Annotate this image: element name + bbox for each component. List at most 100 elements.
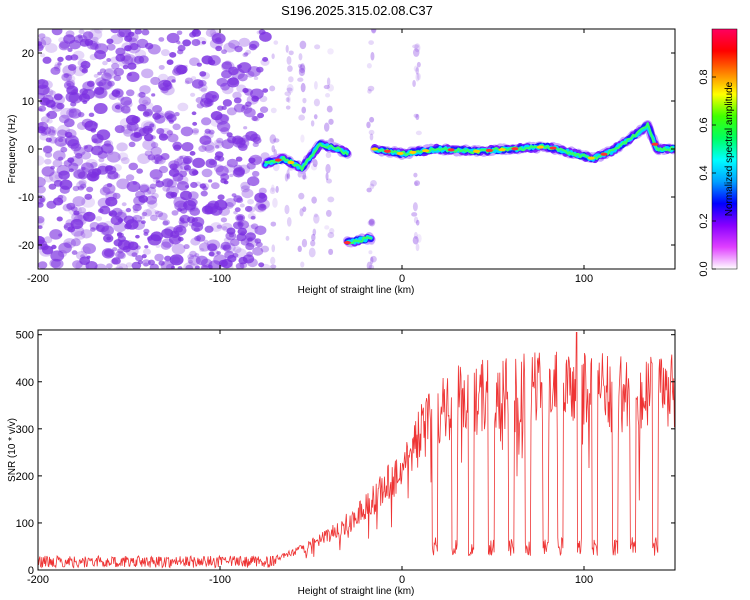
y-tick-label: 200 — [16, 471, 34, 483]
noise-blob — [106, 175, 112, 180]
noise-blob — [177, 49, 184, 55]
noise-blob — [125, 114, 139, 126]
noise-blob — [180, 208, 188, 214]
noise-blob — [245, 101, 252, 107]
noise-blob — [195, 265, 200, 269]
noise-blob — [239, 203, 245, 208]
noise-blob — [146, 186, 157, 195]
noise-blob — [38, 235, 45, 245]
noise-blob — [158, 64, 165, 70]
noise-blob — [204, 128, 211, 134]
noise-blob — [240, 185, 250, 193]
noise-streak — [415, 130, 422, 136]
noise-blob — [144, 108, 154, 116]
noise-streak — [415, 66, 419, 75]
noise-blob — [106, 263, 113, 269]
noise-blob — [68, 107, 77, 114]
colorbar-gradient — [712, 29, 737, 269]
noise-blob — [65, 91, 80, 103]
noise-streak — [329, 227, 335, 234]
noise-blob — [160, 49, 170, 57]
noise-blob — [155, 210, 164, 218]
noise-blob — [115, 47, 126, 56]
noise-streak — [412, 48, 420, 57]
x-tick-label: 100 — [575, 574, 593, 586]
noise-blob — [108, 212, 113, 216]
noise-blob — [188, 259, 193, 264]
noise-blob — [234, 207, 241, 213]
noise-streak — [310, 240, 316, 247]
noise-blob — [177, 102, 189, 112]
noise-blob — [77, 171, 88, 180]
noise-blob — [164, 255, 172, 262]
colorbar: 0.0 0.2 0.4 0.6 0.8 Normalized spectral ampl… — [698, 28, 738, 277]
noise-blob — [255, 241, 263, 248]
noise-blob — [199, 247, 205, 252]
noise-streak — [324, 225, 330, 230]
noise-blob — [120, 96, 132, 106]
noise-blob — [238, 37, 251, 47]
tone-hotspot — [383, 149, 391, 153]
colorbar-tick-label: 0.6 — [698, 117, 710, 132]
noise-blob — [124, 30, 129, 35]
noise-blob — [38, 33, 46, 39]
noise-blob — [185, 185, 190, 189]
noise-streak — [416, 61, 421, 68]
noise-streak — [327, 84, 334, 92]
noise-blob — [236, 233, 247, 242]
noise-blob — [50, 102, 63, 112]
noise-blob — [149, 214, 158, 222]
noise-streak — [413, 172, 418, 178]
noise-blob — [252, 142, 259, 148]
noise-blob — [103, 67, 118, 79]
noise-blob — [235, 156, 243, 162]
noise-streak — [297, 77, 304, 82]
noise-blob — [191, 169, 199, 176]
noise-streak — [270, 256, 276, 265]
noise-streak — [285, 97, 290, 103]
tone-trace-low_cluster — [261, 138, 352, 174]
noise-blob — [216, 77, 228, 87]
noise-blob — [110, 56, 120, 64]
noise-streak — [412, 44, 420, 49]
noise-blob — [205, 29, 217, 38]
noise-blob — [38, 202, 44, 208]
noise-blob — [172, 123, 181, 131]
noise-blob — [144, 126, 149, 130]
noise-blob — [113, 221, 127, 233]
noise-blob — [58, 137, 64, 143]
noise-blob — [82, 243, 96, 254]
noise-blob — [208, 260, 222, 269]
noise-blob — [143, 228, 150, 234]
noise-blob — [118, 266, 124, 269]
noise-blob — [204, 225, 214, 233]
noise-blob — [142, 101, 154, 111]
noise-blob — [143, 262, 149, 267]
noise-blob — [239, 262, 248, 269]
noise-blob — [117, 235, 126, 243]
noise-streak — [416, 234, 422, 243]
noise-blob — [214, 140, 225, 149]
noise-streak — [271, 145, 276, 153]
noise-blob — [234, 248, 247, 259]
noise-blob — [62, 203, 73, 212]
noise-blob — [56, 129, 68, 139]
noise-blob — [192, 128, 200, 134]
noise-blob — [142, 248, 151, 255]
noise-blob — [117, 252, 126, 260]
noise-blob — [101, 72, 112, 82]
noise-blob — [208, 179, 213, 183]
noise-blob — [184, 167, 190, 172]
noise-blob — [116, 232, 123, 237]
noise-blob — [253, 76, 259, 81]
spectrogram-x-label: Height of straight line (km) — [298, 285, 415, 296]
noise-streak — [298, 192, 305, 200]
noise-blob — [58, 242, 72, 254]
snr-y-ticks: 0 100 200 300 400 500 — [16, 330, 675, 577]
noise-blob — [83, 145, 88, 149]
noise-blob — [216, 137, 224, 144]
noise-streak — [286, 55, 292, 65]
noise-streak — [273, 40, 279, 45]
noise-streak — [286, 83, 294, 94]
noise-blob — [93, 73, 99, 78]
